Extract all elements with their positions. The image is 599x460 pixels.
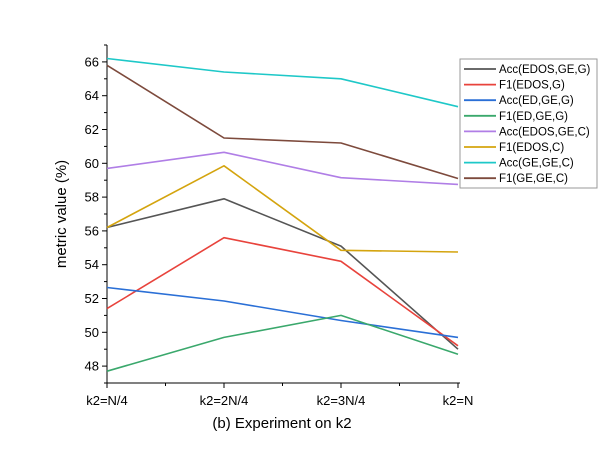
x-tick-label: k2=N/4 bbox=[86, 393, 128, 408]
series-line bbox=[106, 286, 459, 339]
y-tick-label: 60 bbox=[85, 156, 99, 171]
series-line bbox=[106, 165, 459, 253]
legend-label: Acc(EDOS,GE,G) bbox=[499, 64, 591, 76]
legend-label: F1(GE,GE,C) bbox=[499, 173, 568, 185]
y-tick-label: 62 bbox=[85, 122, 99, 137]
y-tick-label: 50 bbox=[85, 325, 99, 340]
legend-label: F1(EDOS,G) bbox=[499, 80, 565, 92]
y-tick-label: 64 bbox=[85, 88, 99, 103]
series-line bbox=[106, 151, 459, 186]
y-tick-label: 52 bbox=[85, 291, 99, 306]
series-lines bbox=[106, 57, 459, 372]
series-line bbox=[106, 236, 459, 347]
x-ticks: k2=N/4 k2=2N/4 k2=3N/4 k2=N bbox=[86, 383, 473, 408]
series-line bbox=[106, 314, 459, 372]
x-tick-label: k2=2N/4 bbox=[200, 393, 249, 408]
y-tick-label: 48 bbox=[85, 359, 99, 374]
legend-label: F1(ED,GE,G) bbox=[499, 111, 568, 123]
legend-label: Acc(GE,GE,C) bbox=[499, 158, 574, 170]
y-tick-label: 66 bbox=[85, 54, 99, 69]
x-tick-label: k2=3N/4 bbox=[317, 393, 366, 408]
y-tick-label: 58 bbox=[85, 190, 99, 205]
y-tick-label: 56 bbox=[85, 223, 99, 238]
legend-label: Acc(ED,GE,G) bbox=[499, 95, 574, 107]
series-line bbox=[106, 57, 459, 108]
x-tick-label: k2=N bbox=[443, 393, 474, 408]
legend-label: F1(EDOS,C) bbox=[499, 142, 564, 154]
x-axis-title: (b) Experiment on k2 bbox=[212, 415, 351, 432]
y-axis-title: metric value (%) bbox=[53, 160, 70, 268]
legend: Acc(EDOS,GE,G) F1(EDOS,G) Acc(ED,GE,G) F1(E… bbox=[459, 58, 598, 189]
y-tick-label: 54 bbox=[85, 257, 99, 272]
y-ticks: 48 50 52 54 56 58 60 62 64 66 bbox=[85, 44, 107, 384]
legend-box bbox=[459, 58, 598, 189]
legend-label: Acc(EDOS,GE,C) bbox=[499, 126, 590, 138]
series-line bbox=[106, 64, 459, 180]
series-line bbox=[106, 198, 459, 350]
